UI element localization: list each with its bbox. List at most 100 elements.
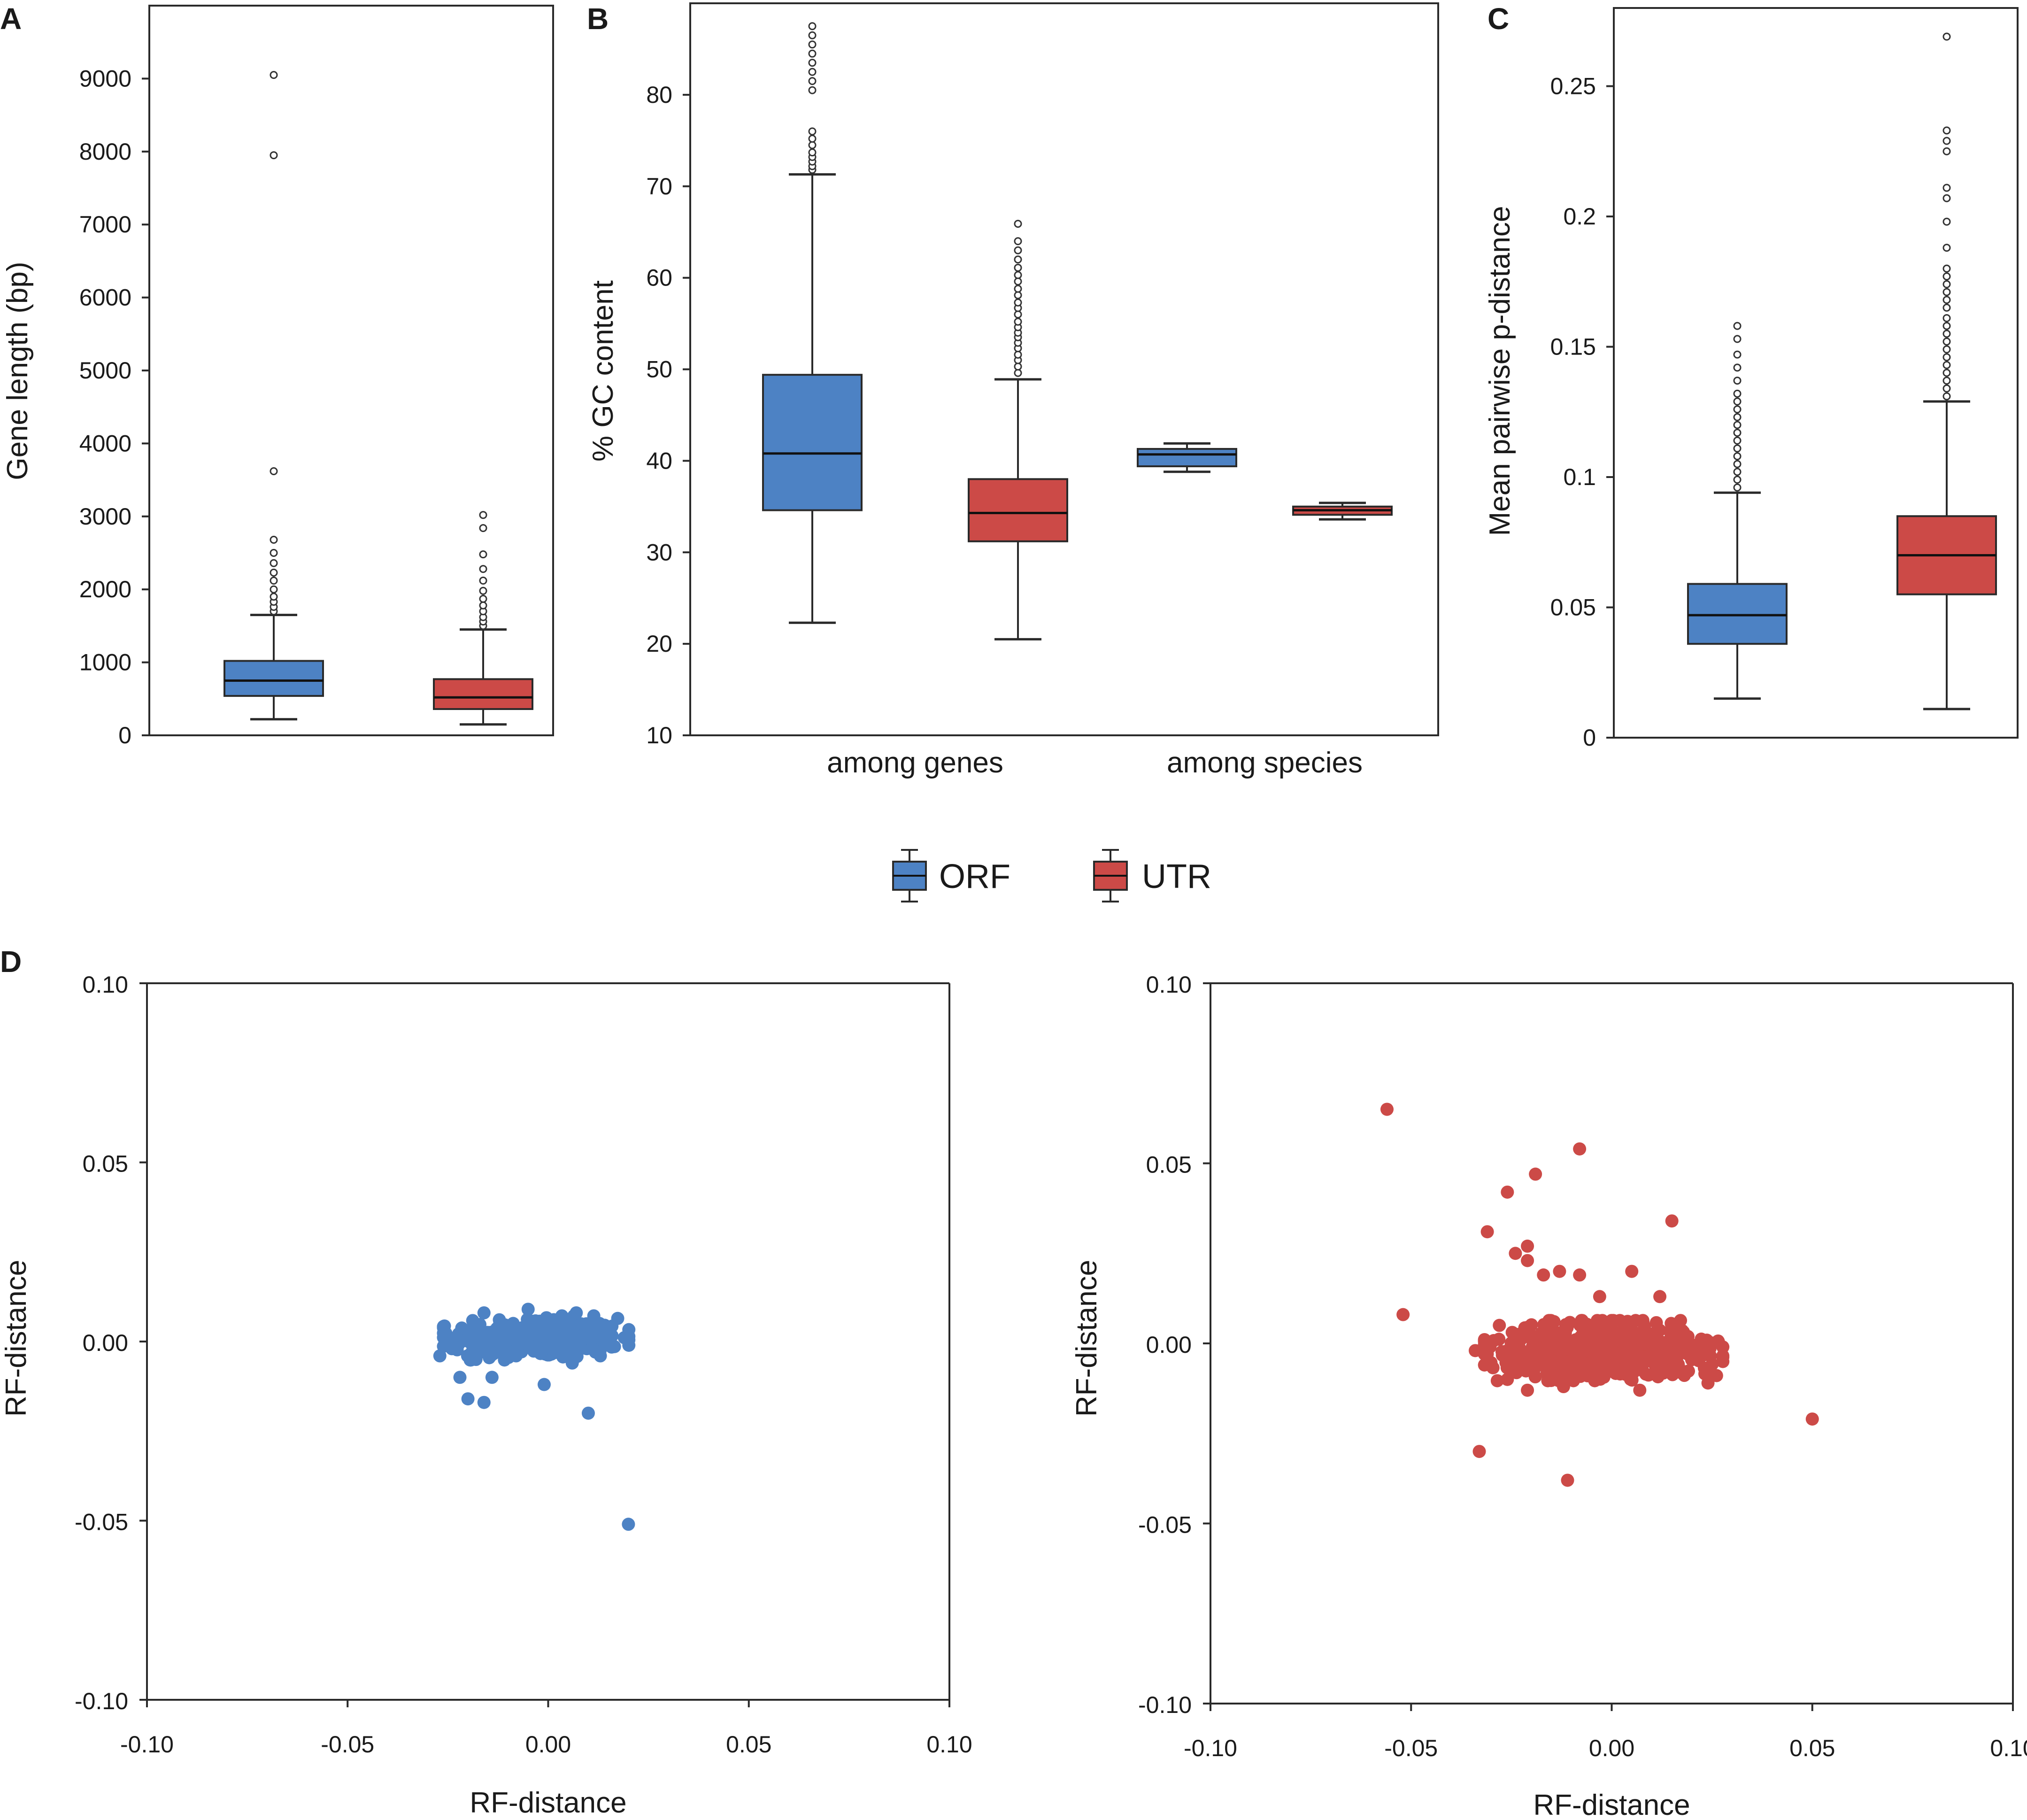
scatter-point xyxy=(491,1321,505,1335)
y-tick-label: 4000 xyxy=(79,430,131,456)
y-tick-label: 0.05 xyxy=(1146,1152,1192,1178)
outlier-point xyxy=(479,511,487,519)
scatter-point xyxy=(445,1342,459,1356)
outlier-point xyxy=(1014,246,1022,254)
scatter-point xyxy=(1501,1373,1514,1386)
y-tick-label: 8000 xyxy=(79,139,131,165)
scatter-point xyxy=(611,1311,624,1325)
box-utr xyxy=(968,478,1068,542)
y-axis-title: RF-distance xyxy=(0,1260,32,1417)
outlier-point xyxy=(1942,272,1951,281)
outlier-point xyxy=(808,22,817,31)
panel-letter-c: C xyxy=(1487,2,1509,36)
scatter-point xyxy=(579,1317,593,1331)
y-tick-label: 5000 xyxy=(79,357,131,384)
x-tick-label: -0.10 xyxy=(120,1731,174,1758)
panel-letter-a: A xyxy=(0,2,22,36)
outlier-point xyxy=(1942,137,1951,145)
outlier-point xyxy=(1014,291,1022,300)
outlier-point xyxy=(1014,317,1022,326)
box-utr xyxy=(433,678,533,710)
scatter-point xyxy=(1580,1335,1594,1349)
x-tick-label: 0.00 xyxy=(525,1731,571,1758)
legend-icon-utr xyxy=(1093,849,1128,902)
scatter-point xyxy=(1480,1225,1494,1239)
outlier-point xyxy=(479,565,487,573)
scatter-point xyxy=(461,1392,475,1406)
outlier-point xyxy=(1733,405,1742,414)
outlier-point xyxy=(1733,421,1742,429)
scatter-point xyxy=(504,1319,518,1333)
scatter-point xyxy=(453,1371,467,1384)
scatter-point xyxy=(1638,1320,1651,1334)
outlier-point xyxy=(1942,303,1951,312)
scatter-point xyxy=(1490,1374,1504,1388)
scatter-point xyxy=(1512,1327,1526,1341)
scatter-point xyxy=(1562,1337,1575,1351)
scatter-point xyxy=(534,1318,548,1332)
box-orf xyxy=(1687,583,1788,645)
scatter-point xyxy=(1590,1314,1604,1327)
scatter-point xyxy=(467,1317,480,1330)
scatter-point xyxy=(1651,1333,1665,1346)
outlier-point xyxy=(1942,296,1951,304)
scatter-point xyxy=(1501,1185,1514,1199)
outlier-point xyxy=(1014,350,1022,359)
scatter-point xyxy=(1544,1333,1558,1346)
scatter-point xyxy=(1532,1329,1546,1342)
x-tick-label: 0.10 xyxy=(926,1731,972,1758)
scatter-point xyxy=(1478,1335,1491,1349)
x-tick-label: 0.10 xyxy=(1990,1735,2027,1761)
outlier-point xyxy=(1014,285,1022,293)
scatter-point xyxy=(1573,1268,1587,1282)
scatter-point xyxy=(1681,1348,1695,1361)
scatter-point xyxy=(1508,1360,1521,1373)
scatter-point xyxy=(1696,1349,1710,1362)
scatter-point xyxy=(1529,1167,1542,1181)
outlier-point xyxy=(1733,397,1742,406)
outlier-point xyxy=(1942,369,1951,377)
panel-letter-b: B xyxy=(587,2,609,36)
y-axis-title: RF-distance xyxy=(1071,1260,1103,1417)
outlier-point xyxy=(1942,353,1951,362)
scatter-point xyxy=(509,1349,523,1363)
outlier-point xyxy=(1942,288,1951,296)
scatter-point xyxy=(1396,1308,1410,1321)
legend-label-orf: ORF xyxy=(939,858,1010,895)
scatter-point xyxy=(433,1349,447,1363)
y-tick-label: 70 xyxy=(646,173,672,200)
scatter-point xyxy=(1557,1380,1570,1394)
x-axis-title: RF-distance xyxy=(470,1787,626,1819)
outlier-point xyxy=(479,577,487,585)
scatter-point xyxy=(531,1342,545,1355)
scatter-point xyxy=(1534,1357,1548,1371)
outlier-point xyxy=(1733,363,1742,372)
scatter-point xyxy=(532,1329,545,1342)
outlier-point xyxy=(1942,361,1951,369)
outlier-point xyxy=(270,549,278,557)
scatter-point xyxy=(1521,1239,1534,1253)
x-tick-label: 0.05 xyxy=(726,1731,771,1758)
x-tick-label: -0.05 xyxy=(1384,1735,1438,1761)
y-axis-title: Mean pairwise p-distance xyxy=(1484,206,1516,536)
outlier-point xyxy=(479,586,487,595)
scatter-point xyxy=(521,1320,534,1334)
scatter-point xyxy=(1581,1369,1595,1383)
y-tick-label: 80 xyxy=(646,82,672,108)
scatter-point xyxy=(477,1306,491,1319)
y-tick-label: -0.10 xyxy=(75,1688,128,1714)
outlier-point xyxy=(1942,147,1951,155)
outlier-point xyxy=(1942,184,1951,192)
scatter-point xyxy=(1509,1247,1522,1260)
scatter-point xyxy=(1700,1362,1713,1376)
scatter-point xyxy=(1472,1445,1486,1458)
scatter-point xyxy=(498,1353,511,1367)
outlier-point xyxy=(479,601,487,609)
scatter-point xyxy=(1528,1370,1542,1384)
scatter-point xyxy=(1665,1317,1678,1330)
scatter-point xyxy=(1657,1365,1670,1379)
scatter-point xyxy=(1561,1473,1574,1487)
scatter-point xyxy=(1673,1365,1687,1379)
outlier-point xyxy=(479,594,487,603)
x-tick-label: 0.00 xyxy=(1589,1735,1634,1761)
